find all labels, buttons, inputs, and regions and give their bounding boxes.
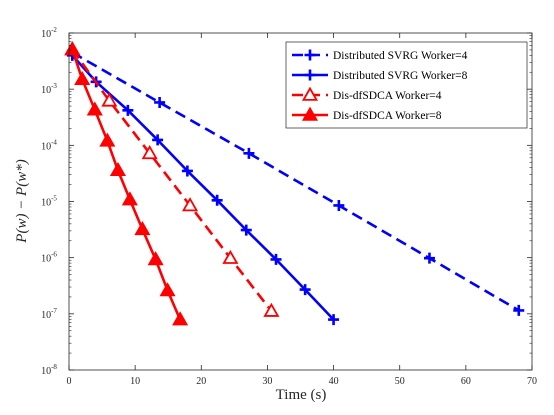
data-point [181,165,193,177]
y-tick-label: 10-7 [41,307,57,321]
y-axis-label: P(w) − P(w*) [14,159,30,243]
data-point [152,134,164,146]
x-tick-label: 70 [527,376,537,387]
x-tick-label: 20 [196,376,206,387]
x-axis-label: Time (s) [276,387,327,403]
legend-marker [304,49,316,61]
y-tick-label: 10-4 [41,138,57,152]
data-point [141,145,158,160]
legend-marker [301,86,319,101]
x-tick-label: 50 [395,376,405,387]
y-tick-label: 10-8 [41,363,57,377]
data-point [99,132,116,147]
series-layer [64,41,525,326]
data-point [159,282,176,297]
y-tick-label: 10-3 [41,82,57,96]
data-point [299,284,311,296]
series-line [71,54,335,321]
x-tick-label: 30 [262,376,272,387]
y-tick-label: 10-2 [41,26,57,40]
legend-box [285,41,528,129]
data-point [240,224,252,236]
series-group [64,41,189,326]
data-point [513,304,525,316]
series-line [71,48,182,321]
legend-label: Dis-dfSDCA Worker=4 [333,90,442,102]
legend-item: Dis-dfSDCA Worker=8 [292,106,442,122]
legend-marker [301,106,319,121]
x-tick-label: 0 [67,376,72,387]
legend-label: Distributed SVRG Worker=8 [333,70,468,82]
data-point [172,311,189,326]
y-tick-label: 10-6 [41,251,57,265]
data-point [270,253,282,265]
x-tick-label: 40 [329,376,339,387]
data-point [147,251,164,266]
x-tick-label: 60 [461,376,471,387]
legend-label: Dis-dfSDCA Worker=8 [333,110,442,122]
data-point [101,92,118,107]
data-point [134,220,151,236]
legend-item: Distributed SVRG Worker=8 [292,69,468,82]
data-point [74,70,91,86]
legend: Distributed SVRG Worker=4 Distributed SVR… [285,41,528,129]
axes: 0 10 20 30 40 50 60 70 10-8 10-7 10-6 10-5 10-4 10-3 1… [41,26,537,387]
data-point [154,96,166,108]
legend-item: Distributed SVRG Worker=4 [292,49,468,62]
data-point [181,197,199,212]
data-point [423,252,435,264]
data-point [328,314,340,326]
legend-marker [304,69,316,81]
data-point [211,194,223,206]
y-tick-label: 10-5 [41,195,57,209]
data-point [109,161,126,177]
legend-label: Distributed SVRG Worker=4 [333,50,468,62]
x-tick-label: 10 [130,376,140,387]
data-point [263,302,280,317]
data-point [222,249,239,264]
data-point [86,101,103,116]
data-point [121,191,138,206]
series-line [71,48,273,312]
legend-item: Dis-dfSDCA Worker=4 [292,86,442,102]
series-line [71,51,520,312]
data-point [333,199,345,211]
data-point [122,104,134,116]
data-point [243,147,255,159]
